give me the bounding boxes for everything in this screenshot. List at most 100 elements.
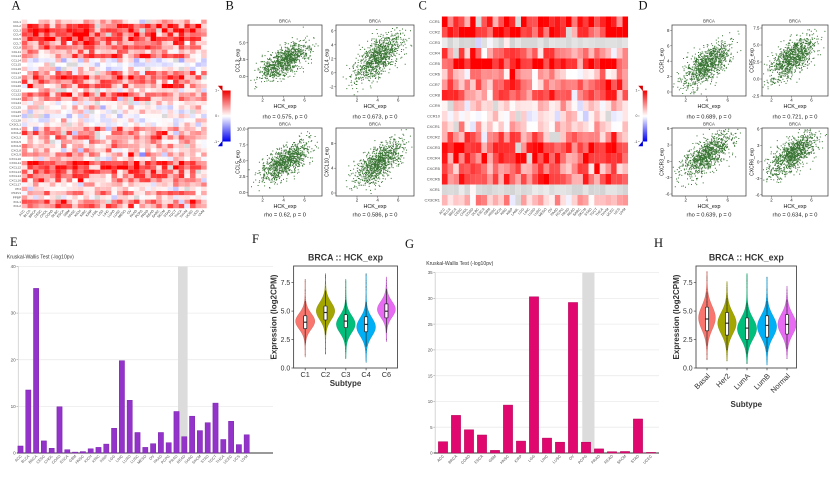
svg-text:-2.5: -2.5 — [752, 94, 760, 99]
svg-text:CX3CR1: CX3CR1 — [425, 198, 440, 203]
svg-text:-1: -1 — [214, 140, 217, 144]
svg-text:CCL2: CCL2 — [13, 24, 21, 28]
svg-text:6: 6 — [810, 198, 813, 203]
svg-text:HCK_exp: HCK_exp — [363, 204, 386, 210]
svg-text:KIRP: KIRP — [505, 207, 514, 216]
svg-text:rho = 0.673, p = 0: rho = 0.673, p = 0 — [353, 115, 398, 121]
svg-text:2.5: 2.5 — [753, 60, 760, 65]
svg-text:LIHC: LIHC — [115, 454, 124, 463]
svg-text:UCS: UCS — [613, 207, 621, 216]
svg-text:READ: READ — [566, 207, 576, 217]
svg-text:3: 3 — [757, 143, 760, 148]
svg-text:CCL1: CCL1 — [13, 20, 21, 24]
svg-text:6: 6 — [667, 43, 670, 48]
svg-text:2: 2 — [331, 56, 334, 61]
svg-text:C2: C2 — [321, 370, 330, 379]
svg-text:CXCL10: CXCL10 — [9, 157, 21, 161]
svg-text:SKCM: SKCM — [191, 454, 202, 465]
svg-text:CXCR6_exp: CXCR6_exp — [750, 148, 756, 176]
svg-text:LIHC: LIHC — [522, 207, 531, 216]
svg-text:6: 6 — [303, 198, 306, 203]
svg-text:rho = 0.639, p = 0: rho = 0.639, p = 0 — [687, 213, 732, 219]
svg-text:BLCA: BLCA — [23, 208, 32, 218]
svg-text:40: 40 — [11, 264, 17, 269]
svg-text:5.0: 5.0 — [683, 308, 693, 315]
svg-text:0.0: 0.0 — [239, 74, 246, 79]
svg-text:LUSC: LUSC — [130, 454, 140, 464]
svg-text:SKCM: SKCM — [577, 207, 587, 217]
svg-text:0: 0 — [331, 70, 334, 75]
svg-text:2.5: 2.5 — [683, 337, 693, 344]
svg-text:CXCL5: CXCL5 — [11, 140, 21, 144]
svg-text:CCL20: CCL20 — [11, 84, 21, 88]
svg-text:6: 6 — [810, 98, 813, 103]
svg-text:CXCR4: CXCR4 — [427, 156, 441, 161]
svg-text:CCL28: CCL28 — [11, 118, 21, 122]
svg-text:0.0: 0.0 — [683, 365, 693, 372]
svg-text:rho = 0.575, p = 0: rho = 0.575, p = 0 — [263, 115, 308, 121]
svg-text:C1: C1 — [301, 370, 310, 379]
svg-text:CCL22: CCL22 — [11, 93, 21, 97]
svg-text:READ: READ — [603, 453, 614, 464]
svg-text:READ: READ — [176, 454, 186, 464]
svg-text:30: 30 — [428, 296, 433, 301]
svg-text:MESO: MESO — [117, 209, 127, 219]
svg-text:15: 15 — [428, 373, 433, 378]
svg-text:CXCR1: CXCR1 — [427, 124, 440, 129]
svg-text:0: 0 — [667, 90, 670, 95]
svg-text:CXCR3_exp: CXCR3_exp — [660, 148, 666, 176]
svg-text:rho = 0.634, p = 0: rho = 0.634, p = 0 — [773, 213, 818, 219]
svg-text:PRAD: PRAD — [561, 207, 571, 217]
svg-text:CCL13: CCL13 — [11, 54, 21, 58]
svg-text:ESCA: ESCA — [473, 453, 484, 464]
svg-text:COAD: COAD — [44, 209, 54, 219]
svg-text:0: 0 — [667, 159, 670, 164]
svg-text:CCL11: CCL11 — [12, 50, 22, 54]
svg-text:4: 4 — [667, 59, 670, 64]
svg-text:5.0: 5.0 — [281, 308, 291, 315]
svg-text:Normal: Normal — [769, 371, 792, 394]
svg-text:CCL4_exp: CCL4_exp — [325, 48, 331, 72]
svg-text:UVM: UVM — [240, 454, 249, 463]
svg-text:SARC: SARC — [184, 454, 194, 464]
svg-text:HNSC: HNSC — [499, 453, 510, 464]
svg-text:CCL27: CCL27 — [11, 114, 21, 118]
svg-text:CCL23: CCL23 — [11, 97, 21, 101]
svg-text:MESO: MESO — [538, 207, 548, 218]
svg-text:7.5: 7.5 — [683, 280, 693, 287]
svg-text:CXCL11: CXCL11 — [10, 161, 22, 165]
svg-text:BRCA :: HCK_exp: BRCA :: HCK_exp — [308, 253, 384, 263]
svg-text:ESCA: ESCA — [56, 208, 66, 218]
svg-text:CXCL3: CXCL3 — [11, 136, 21, 140]
svg-text:-2: -2 — [329, 84, 333, 89]
svg-text:PCPG: PCPG — [160, 454, 170, 464]
svg-text:Her2: Her2 — [714, 372, 732, 390]
svg-text:C: C — [419, 0, 427, 13]
svg-text:ESCA: ESCA — [59, 454, 69, 464]
svg-text:BLCA: BLCA — [21, 454, 31, 464]
svg-text:7.5: 7.5 — [281, 280, 291, 287]
svg-text:0.0: 0.0 — [281, 365, 291, 372]
svg-text:0: 0 — [757, 159, 760, 164]
svg-text:Kruskal-Wallis Test (-log10pv): Kruskal-Wallis Test (-log10pv) — [7, 254, 74, 260]
svg-text:DLBC: DLBC — [51, 209, 60, 219]
svg-text:BRCA: BRCA — [789, 122, 801, 127]
svg-text:CCR5: CCR5 — [429, 61, 440, 66]
svg-text:HNSC: HNSC — [487, 207, 497, 217]
svg-text:2.5: 2.5 — [239, 174, 246, 179]
svg-text:5.0: 5.0 — [239, 158, 246, 163]
svg-text:LGG: LGG — [517, 207, 525, 215]
svg-text:COAD: COAD — [460, 453, 472, 465]
svg-text:BRCA: BRCA — [448, 207, 458, 217]
svg-text:4: 4 — [705, 98, 708, 103]
svg-text:LGG: LGG — [97, 209, 105, 217]
svg-text:BLCA: BLCA — [443, 207, 453, 217]
svg-text:LUAD: LUAD — [122, 454, 132, 464]
svg-text:HNSC: HNSC — [75, 454, 86, 465]
svg-text:PCPG: PCPG — [134, 209, 144, 219]
svg-text:CCL7: CCL7 — [13, 41, 21, 45]
svg-text:CCR6: CCR6 — [429, 72, 440, 77]
svg-text:0: 0 — [636, 114, 638, 118]
svg-text:Kruskal-Wallis Test (-log10pv): Kruskal-Wallis Test (-log10pv) — [426, 261, 493, 267]
svg-text:ACC: ACC — [18, 209, 26, 217]
